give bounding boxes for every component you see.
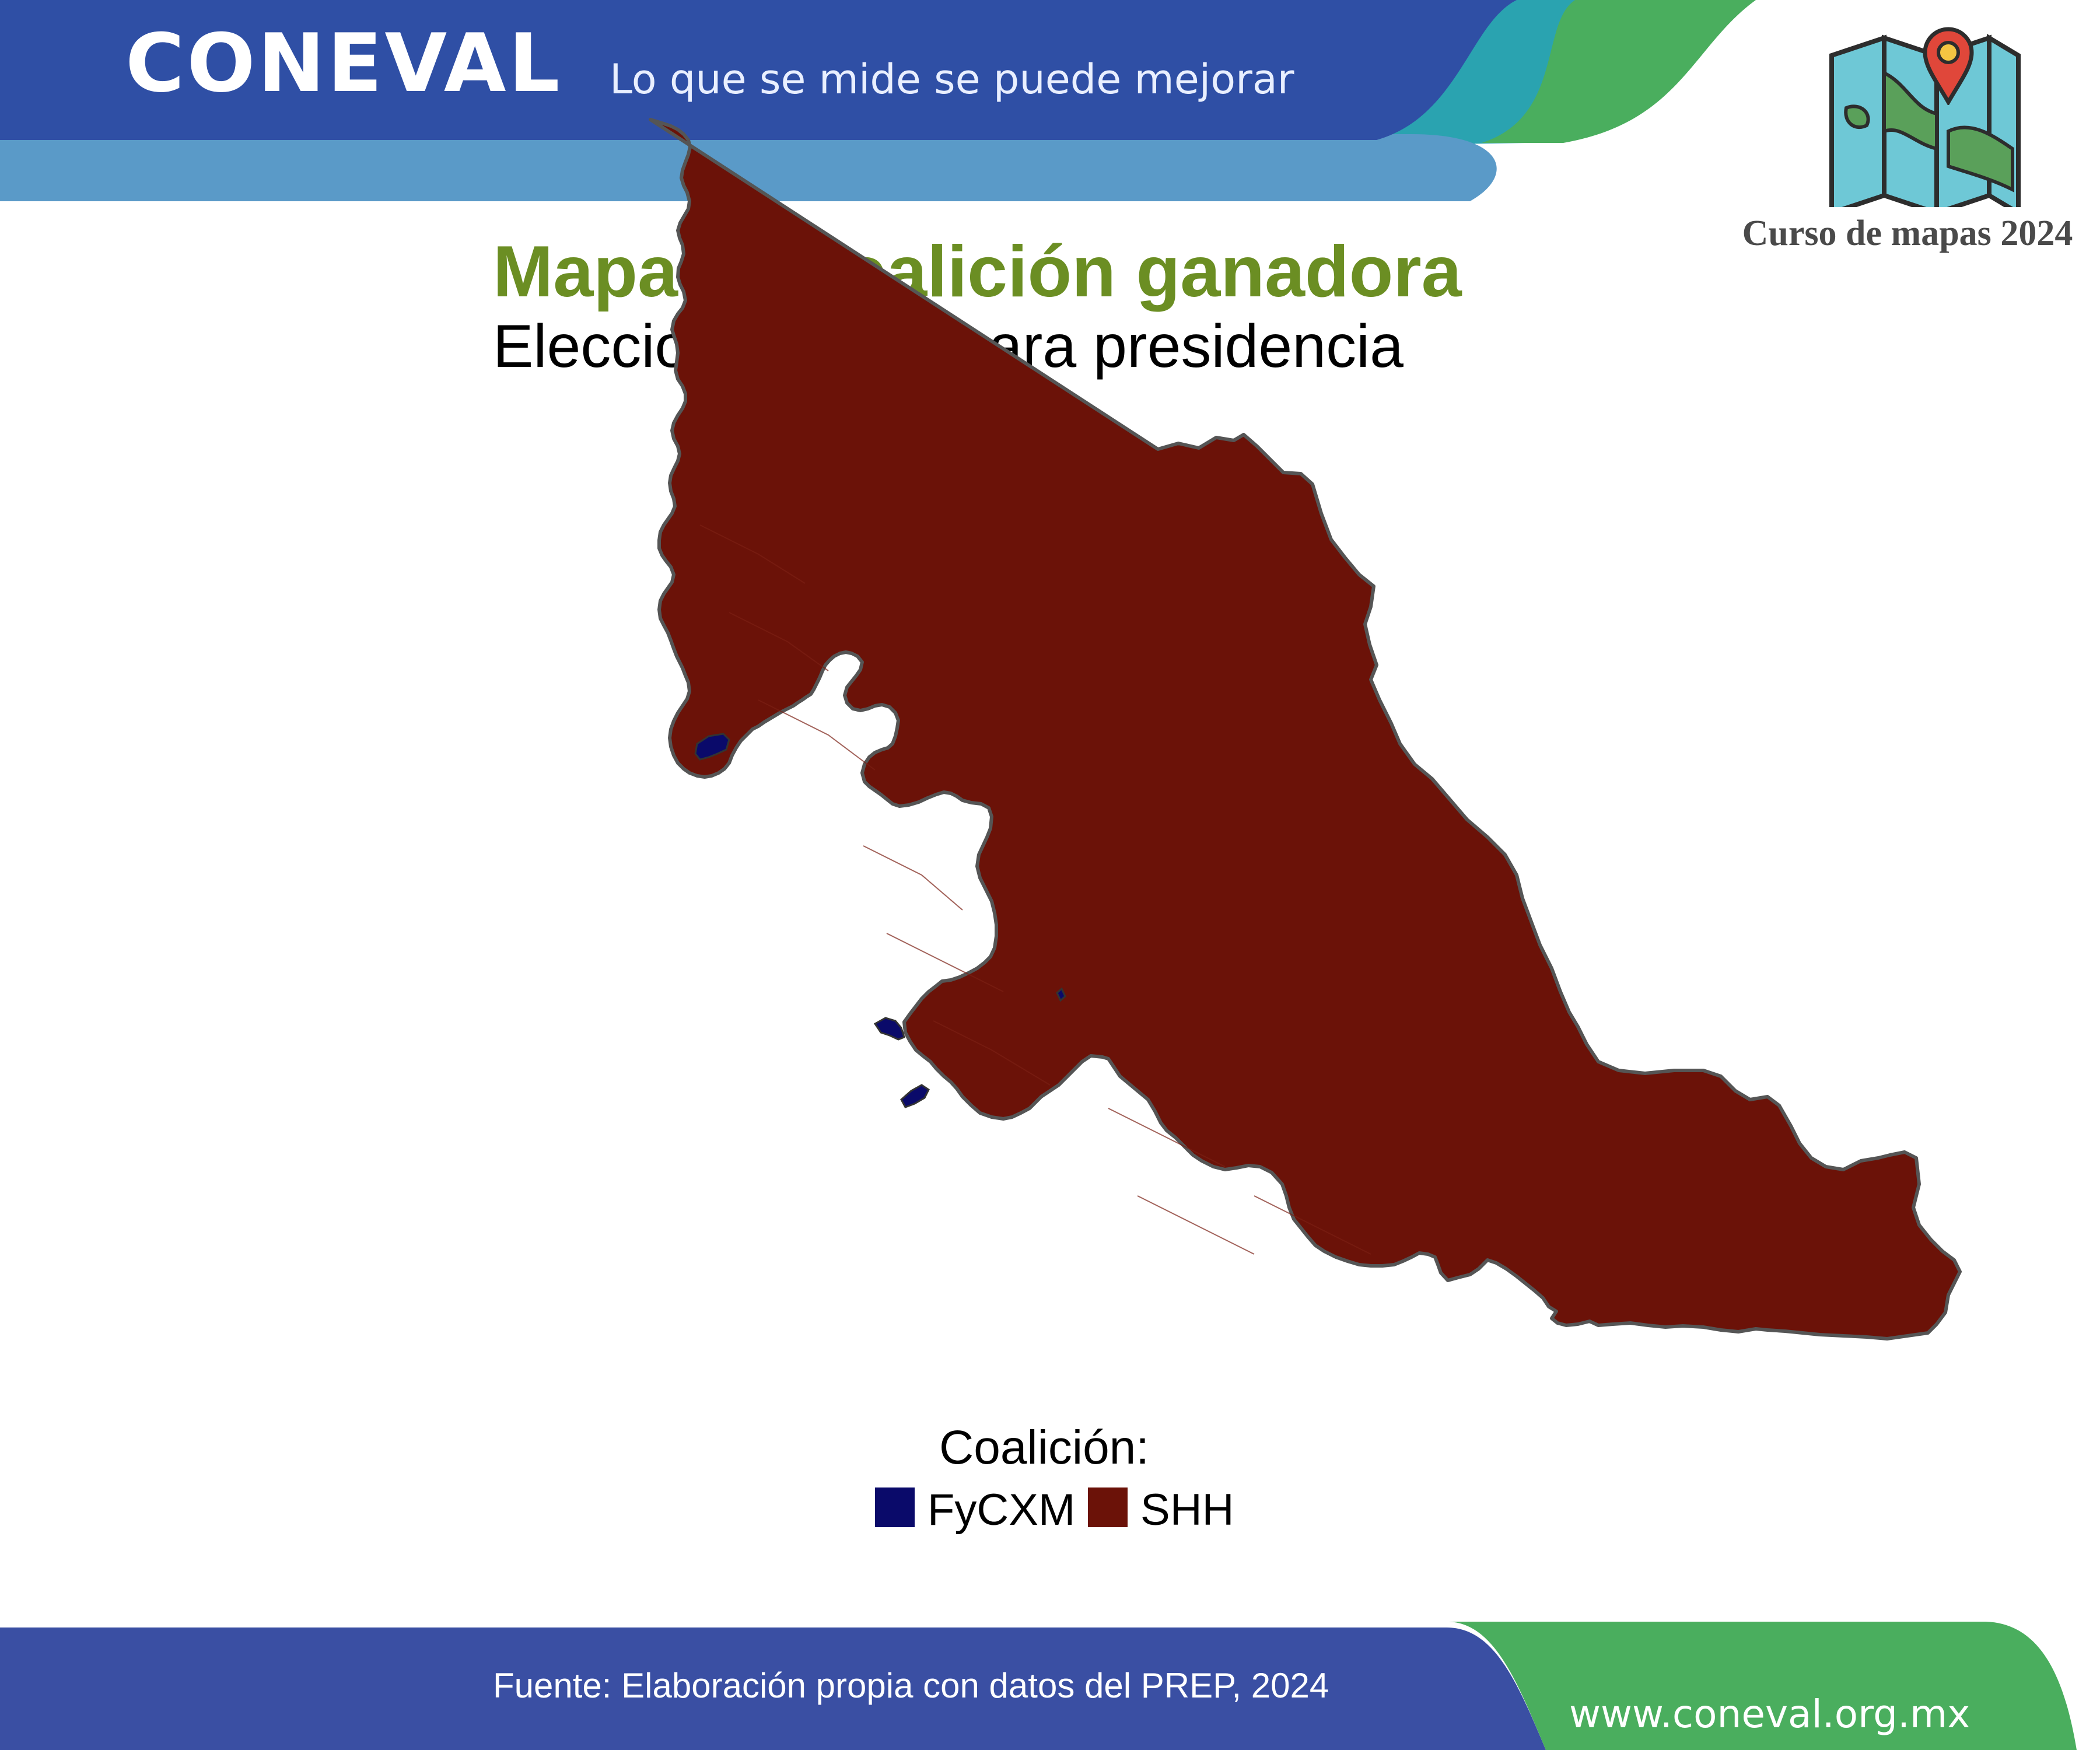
legend-swatch-fycxm (875, 1488, 915, 1527)
footer-source: Fuente: Elaboración propia con datos del… (493, 1666, 1329, 1705)
header-banner (0, 0, 1756, 201)
footer-website-link[interactable]: www.coneval.org.mx (1569, 1692, 1971, 1737)
region-fycxm-4[interactable] (1056, 987, 1066, 1002)
map-title: Mapa de coalición ganadora (493, 232, 1462, 312)
footer-banner (0, 1622, 2077, 1750)
legend-label-shh: SHH (1140, 1485, 1234, 1535)
municipal-boundaries (699, 524, 1371, 1255)
folded-map-icon (1829, 33, 2021, 207)
legend-swatch-shh (1088, 1488, 1128, 1527)
region-fycxm-3[interactable] (900, 1084, 930, 1108)
region-fycxm-1[interactable] (694, 733, 730, 761)
legend-title: Coalición: (939, 1421, 1150, 1474)
course-label: Curso de mapas 2024 (1742, 214, 2073, 253)
region-fycxm-2[interactable] (873, 1017, 905, 1041)
location-pin-icon (1923, 27, 1974, 105)
coneval-logo[interactable]: CONEVAL (125, 16, 562, 110)
header-slogan: Lo que se mide se puede mejorar (610, 55, 1294, 103)
state-shape-shh[interactable] (649, 118, 1962, 1340)
legend-label-fycxm: FyCXM (928, 1485, 1076, 1535)
